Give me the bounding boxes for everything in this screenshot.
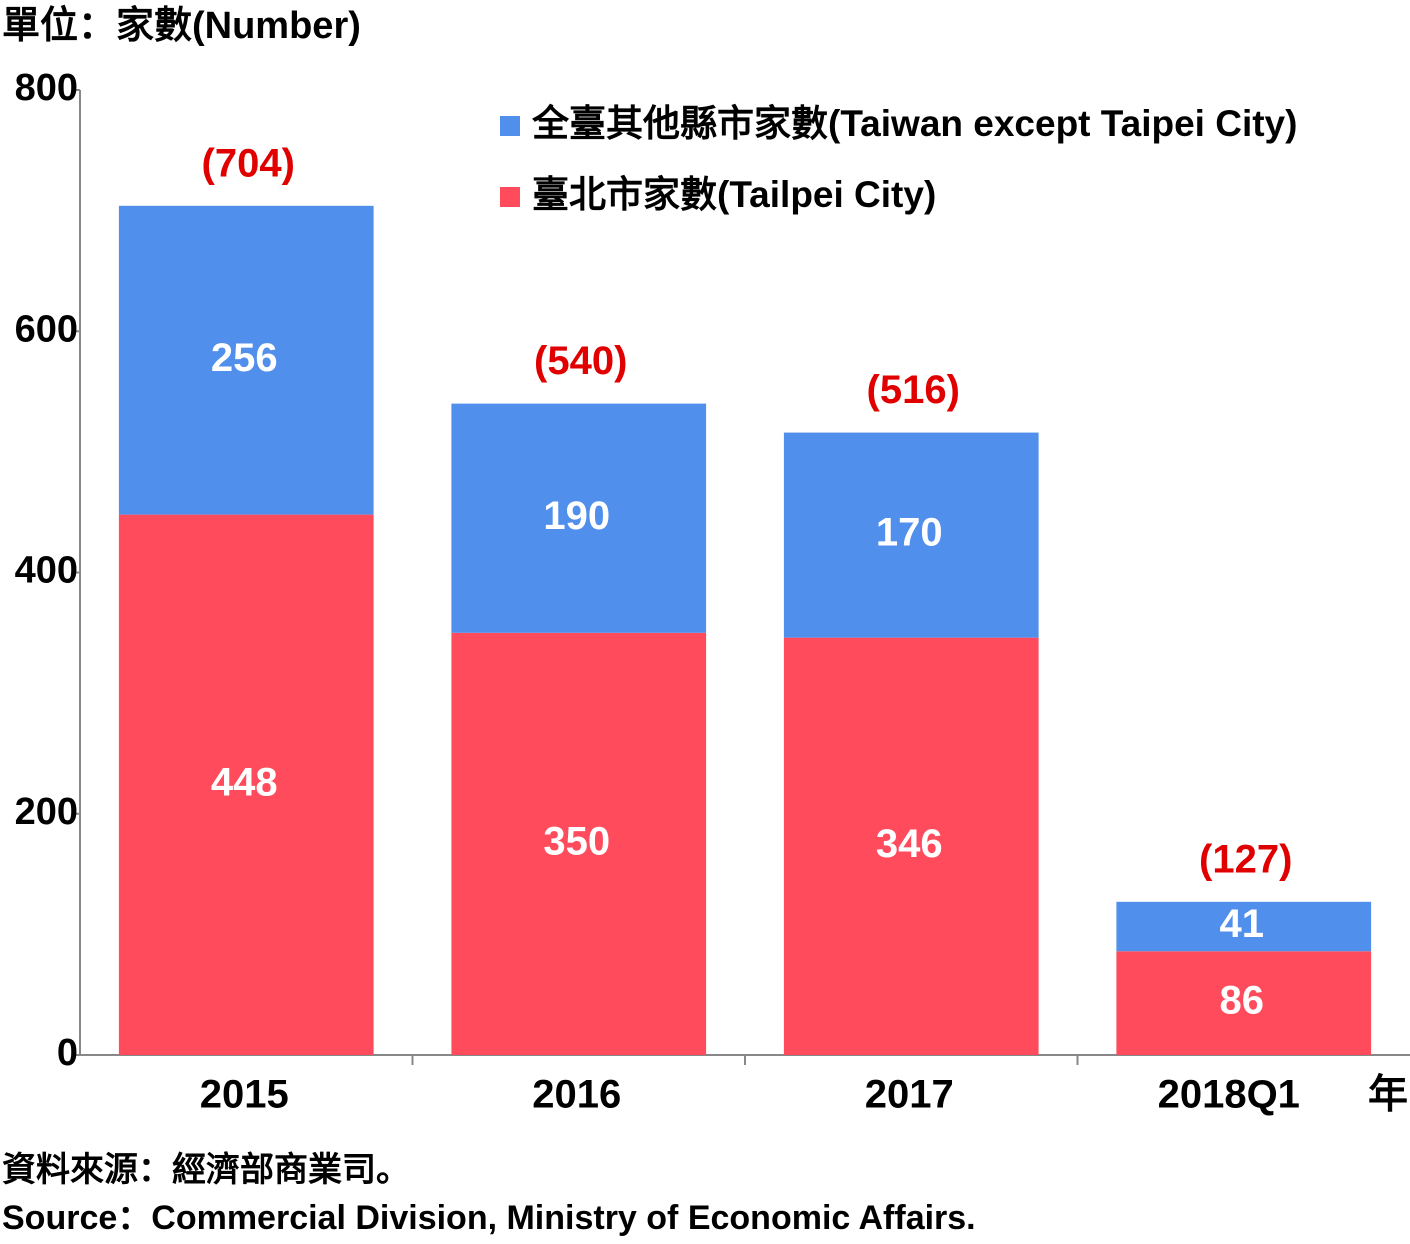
- segment-label: 346: [876, 822, 943, 866]
- segment-label: 256: [211, 336, 278, 380]
- y-tick-label: 800: [15, 67, 78, 109]
- total-label: (516): [867, 368, 960, 412]
- y-tick-label: 0: [57, 1032, 78, 1074]
- segment-label: 86: [1220, 979, 1265, 1023]
- legend-label: 臺北市家數(Tailpei City): [532, 173, 936, 215]
- segment-label: 190: [543, 494, 610, 538]
- x-axis-label: 年: [1368, 1073, 1408, 1117]
- legend-swatch: [500, 116, 520, 136]
- legend-label: 全臺其他縣市家數(Taiwan except Taipei City): [531, 102, 1297, 144]
- segment-label: 350: [543, 819, 610, 863]
- y-tick-label: 200: [15, 791, 78, 833]
- x-tick-label: 2016: [532, 1073, 621, 1117]
- y-tick-label: 600: [15, 308, 78, 350]
- x-tick-label: 2017: [865, 1073, 954, 1117]
- segment-label: 448: [211, 760, 278, 804]
- source-zh: 資料來源：經濟部商業司。: [2, 1150, 410, 1189]
- bar-segment: [118, 205, 374, 515]
- total-label: (540): [534, 339, 627, 383]
- legend-swatch: [500, 187, 520, 207]
- source-en: Source：Commercial Division, Ministry of …: [2, 1199, 976, 1237]
- x-tick-label: 2018Q1: [1158, 1073, 1300, 1117]
- y-unit-title: 單位：家數(Number): [2, 5, 361, 47]
- bar-segment: [1116, 901, 1372, 952]
- bar-segment: [783, 432, 1039, 638]
- bar-segment: [1116, 951, 1372, 1055]
- segment-label: 41: [1220, 902, 1265, 946]
- bar-segment: [451, 403, 707, 633]
- total-label: (704): [202, 141, 295, 185]
- y-tick-label: 400: [15, 550, 78, 592]
- bar-segment: [783, 637, 1039, 1055]
- total-label: (127): [1199, 837, 1292, 881]
- x-tick-label: 2015: [200, 1073, 289, 1117]
- bar-segment: [118, 514, 374, 1055]
- bar-segment: [451, 632, 707, 1055]
- segment-label: 170: [876, 511, 943, 555]
